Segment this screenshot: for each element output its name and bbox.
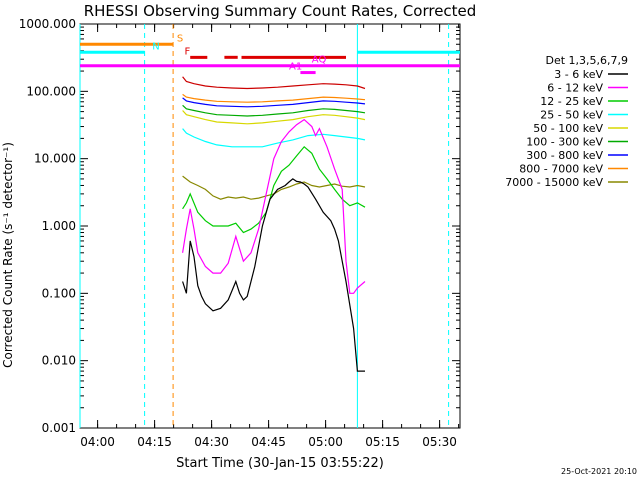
series-line-6-12-kev [182, 118, 366, 294]
x-tick-label: 05:00 [308, 435, 343, 449]
series-line-extra [182, 76, 366, 90]
series-line-3-6-kev [182, 178, 365, 372]
legend-entry-label: 6 - 12 keV [547, 82, 603, 95]
legend-entry-label: 50 - 100 keV [533, 122, 603, 135]
y-tick-label: 0.100 [42, 286, 76, 300]
series-line-100-300-kev [182, 104, 366, 117]
y-tick-label: 0.010 [42, 354, 76, 368]
legend-entry-label: 7000 - 15000 keV [505, 176, 603, 189]
series-line-300-800-kev [182, 97, 366, 108]
plot-frame [79, 23, 461, 429]
x-tick-label: 04:30 [194, 435, 229, 449]
x-tick-label: 05:15 [365, 435, 400, 449]
y-axis-label: Corrected Count Rate (s⁻¹ detector⁻¹) [1, 142, 15, 368]
legend-entry-label: 12 - 25 keV [540, 95, 603, 108]
y-tick-label: 100.000 [26, 84, 76, 98]
legend-entry-label: 800 - 7000 keV [519, 163, 603, 176]
legend-entry-label: 300 - 800 keV [526, 149, 603, 162]
legend-title: Det 1,3,5,6,7,9 [545, 54, 628, 67]
flag-label: AQ [312, 55, 327, 66]
flag-bars: S N F AQ A1 [80, 33, 460, 75]
x-tick-label: 05:30 [422, 435, 457, 449]
chart-title: RHESSI Observing Summary Count Rates, Co… [84, 2, 477, 20]
series-line-25-50-kev [182, 128, 366, 148]
series-line-800-7000-kev [182, 93, 366, 103]
y-tick-label: 10.000 [34, 152, 76, 166]
series-lines [182, 76, 366, 372]
footer-date: 25-Oct-2021 20:10 [561, 467, 637, 476]
x-tick-label: 04:15 [137, 435, 172, 449]
legend-entry-label: 25 - 50 keV [540, 109, 603, 122]
flag-label: N [152, 41, 159, 52]
y-tick-label: 1.000 [42, 219, 76, 233]
y-tick-label: 1000.000 [19, 17, 76, 31]
axes: 0.001 0.010 0.100 1.000 10.000 100.000 1000.00… [19, 17, 461, 449]
y-tick-label: 0.001 [42, 421, 76, 435]
flag-label: S [177, 33, 183, 44]
series-line-50-100-kev [182, 110, 366, 125]
legend-entry-label: 3 - 6 keV [554, 68, 603, 81]
x-tick-label: 04:00 [80, 435, 115, 449]
flag-label: F [185, 46, 191, 57]
legend-entry-label: 100 - 300 keV [526, 136, 603, 149]
vertical-markers [79, 24, 450, 428]
x-axis-label: Start Time (30-Jan-15 03:55:22) [176, 456, 384, 471]
flag-label: A1 [289, 62, 302, 73]
x-tick-label: 04:45 [251, 435, 286, 449]
